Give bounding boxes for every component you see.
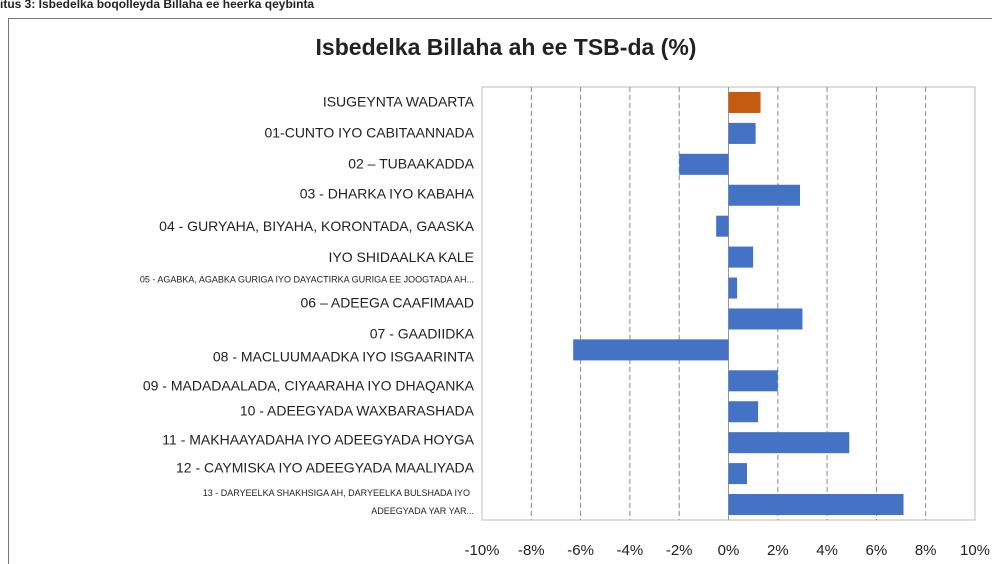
y-tick-label: 11 - MAKHAAYADAHA IYO ADEEGYADA HOYGA [162,432,474,448]
x-tick-label: -6% [567,542,594,559]
y-tick-label: 10 - ADEEGYADA WAXBARASHADA [240,403,475,419]
bar [728,432,850,454]
x-tick-label: -10% [464,542,499,559]
x-tick-label: 4% [816,542,838,559]
bar [728,91,761,113]
bar [728,122,756,144]
y-tick-label: 06 – ADEEGA CAAFIMAAD [300,295,474,311]
y-tick-label: 01-CUNTO IYO CABITAANNADA [264,125,474,141]
y-tick-label: 04 - GURYAHA, BIYAHA, KORONTADA, GAASKA I… [159,218,474,265]
x-tick-label: -8% [518,542,545,559]
y-tick-label: 08 - MACLUUMAADKA IYO ISGAARINTA [213,349,475,365]
y-tick-label: 03 - DHARKA IYO KABAHA [300,186,475,202]
bar [573,339,729,361]
y-tick-label: ISUGEYNTA WADARTA [323,94,475,110]
y-tick-label: 05 - AGABKA, AGABKA GURIGA IYO DAYACTIRK… [140,274,474,284]
y-tick-label: 12 - CAYMISKA IYO ADEEGYADA MAALIYADA [176,460,475,476]
bar [728,246,754,268]
x-tick-label: 2% [767,542,789,559]
bar [728,463,747,485]
bar [716,215,729,237]
x-tick-label: -2% [666,542,693,559]
bar [728,401,759,423]
chart-frame [8,18,992,564]
caption: itus 3: Isbedelka boqolleyda Billaha ee … [0,0,314,11]
bar [728,308,803,330]
bar [728,184,800,206]
y-tick-label: 13 - DARYEELKA SHAKHSIGA AH, DARYEELKA B… [203,488,474,516]
y-tick-label: 09 - MADADAALADA, CIYAARAHA IYO DHAQANKA [143,378,475,394]
bar [679,153,729,175]
x-tick-label: 8% [915,542,937,559]
x-tick-label: 0% [718,542,740,559]
bar [728,494,904,516]
chart-title: Isbedelka Billaha ah ee TSB-da (%) [316,34,697,60]
x-tick-label: 10% [960,542,990,559]
bar [728,370,778,392]
x-tick-label: 6% [866,542,888,559]
x-tick-label: -4% [617,542,644,559]
bar [728,277,738,299]
y-tick-label: 07 - GAADIIDKA [370,326,475,342]
y-tick-label: 02 – TUBAAKADDA [348,156,474,172]
